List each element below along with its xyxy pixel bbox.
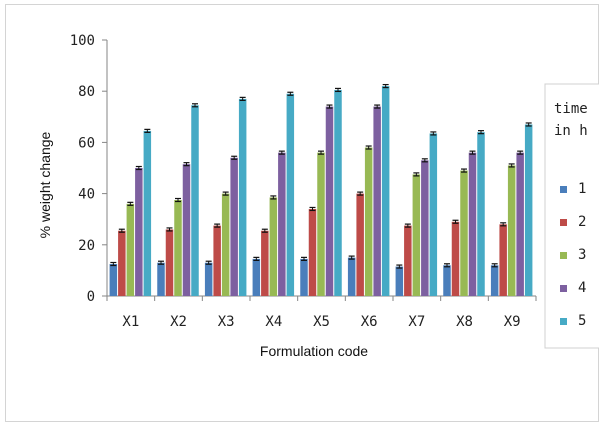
bar-series-4-X2 xyxy=(182,164,191,296)
x-tick-label: X5 xyxy=(313,314,330,330)
bar-series-4-X7 xyxy=(421,160,429,296)
bar-series-1-X5 xyxy=(300,258,308,296)
y-axis-title: % weight change xyxy=(37,131,53,238)
bar-series-1-X2 xyxy=(157,262,165,296)
legend-swatch-3 xyxy=(560,252,567,259)
bar-series-1-X6 xyxy=(347,257,356,296)
bars xyxy=(109,83,533,296)
x-tick-label: X9 xyxy=(504,314,521,330)
bar-series-1-X8 xyxy=(443,265,451,296)
bar-series-4-X9 xyxy=(516,152,524,296)
y-tick-label: 80 xyxy=(78,84,95,100)
x-tick-label: X8 xyxy=(456,314,473,330)
y-tick-label: 60 xyxy=(78,135,95,151)
bar-series-1-X1 xyxy=(109,264,118,296)
legend-label-2: 2 xyxy=(578,214,586,230)
bar-series-4-X5 xyxy=(325,106,334,296)
legend-swatch-2 xyxy=(560,219,567,226)
legend-label-4: 4 xyxy=(578,280,586,296)
bar-series-2-X6 xyxy=(356,193,364,296)
bar-series-2-X5 xyxy=(308,208,317,296)
bar-series-3-X9 xyxy=(507,165,516,296)
bar-series-5-X8 xyxy=(477,132,485,296)
bar-series-3-X6 xyxy=(364,147,373,296)
legend-label-3: 3 xyxy=(578,247,586,263)
chart-frame xyxy=(5,4,599,422)
bar-series-5-X9 xyxy=(524,124,533,296)
bar-series-4-X1 xyxy=(135,168,143,296)
bar-series-3-X2 xyxy=(174,200,182,296)
bar-series-5-X5 xyxy=(334,89,342,296)
legend-label-1: 1 xyxy=(578,181,586,197)
bar-series-4-X3 xyxy=(230,157,238,296)
bar-series-2-X1 xyxy=(118,230,126,296)
bar-series-2-X7 xyxy=(404,225,412,296)
legend-title-line: time xyxy=(554,101,588,117)
bar-series-5-X2 xyxy=(191,105,199,296)
legend-swatch-4 xyxy=(560,285,567,292)
bar-series-1-X4 xyxy=(252,258,261,296)
bar-series-5-X7 xyxy=(429,133,438,296)
x-tick-label: X4 xyxy=(265,314,282,330)
bar-series-5-X4 xyxy=(286,93,295,296)
x-tick-label: X2 xyxy=(170,314,187,330)
bar-series-4-X4 xyxy=(278,152,286,296)
bar-series-2-X8 xyxy=(451,221,460,296)
bar-series-4-X8 xyxy=(468,152,477,296)
legend-label-5: 5 xyxy=(578,313,586,329)
bar-series-3-X7 xyxy=(412,174,421,296)
bar-series-5-X3 xyxy=(238,98,247,296)
y-axis: 0 20 40 60 80 100 xyxy=(70,33,108,305)
y-tick-label: 20 xyxy=(78,238,95,254)
bar-series-3-X3 xyxy=(221,193,230,296)
bar-series-1-X7 xyxy=(395,266,404,296)
bar-series-3-X5 xyxy=(317,152,325,296)
bar-series-2-X3 xyxy=(213,225,221,296)
bar-series-1-X9 xyxy=(490,265,499,296)
bar-series-5-X1 xyxy=(143,130,152,296)
x-tick-label: X1 xyxy=(122,314,139,330)
bar-series-3-X8 xyxy=(460,170,468,296)
y-tick-label: 0 xyxy=(87,289,95,305)
y-tick-label: 100 xyxy=(70,33,95,49)
bar-series-1-X3 xyxy=(204,262,213,296)
legend-swatch-5 xyxy=(560,318,567,325)
bar-series-5-X6 xyxy=(381,86,390,296)
x-axis-title: Formulation code xyxy=(260,343,368,359)
bar-series-2-X2 xyxy=(165,229,174,296)
legend-title-line: in h xyxy=(554,123,588,139)
x-tick-label: X7 xyxy=(408,314,425,330)
legend-box xyxy=(544,83,599,349)
x-tick-label: X6 xyxy=(361,314,378,330)
bar-series-2-X4 xyxy=(261,230,269,296)
bar-series-3-X4 xyxy=(269,197,278,296)
x-tick-label: X3 xyxy=(218,314,235,330)
bar-series-3-X1 xyxy=(126,203,135,296)
bar-series-2-X9 xyxy=(499,224,507,296)
y-tick-label: 40 xyxy=(78,187,95,203)
x-axis: X1 X2 X3 X4 X5 X6 X7 X8 X9 xyxy=(106,295,537,330)
legend: time in h 1 2 3 4 5 xyxy=(544,83,599,349)
legend-swatch-1 xyxy=(560,186,567,193)
bar-series-4-X6 xyxy=(373,106,381,296)
